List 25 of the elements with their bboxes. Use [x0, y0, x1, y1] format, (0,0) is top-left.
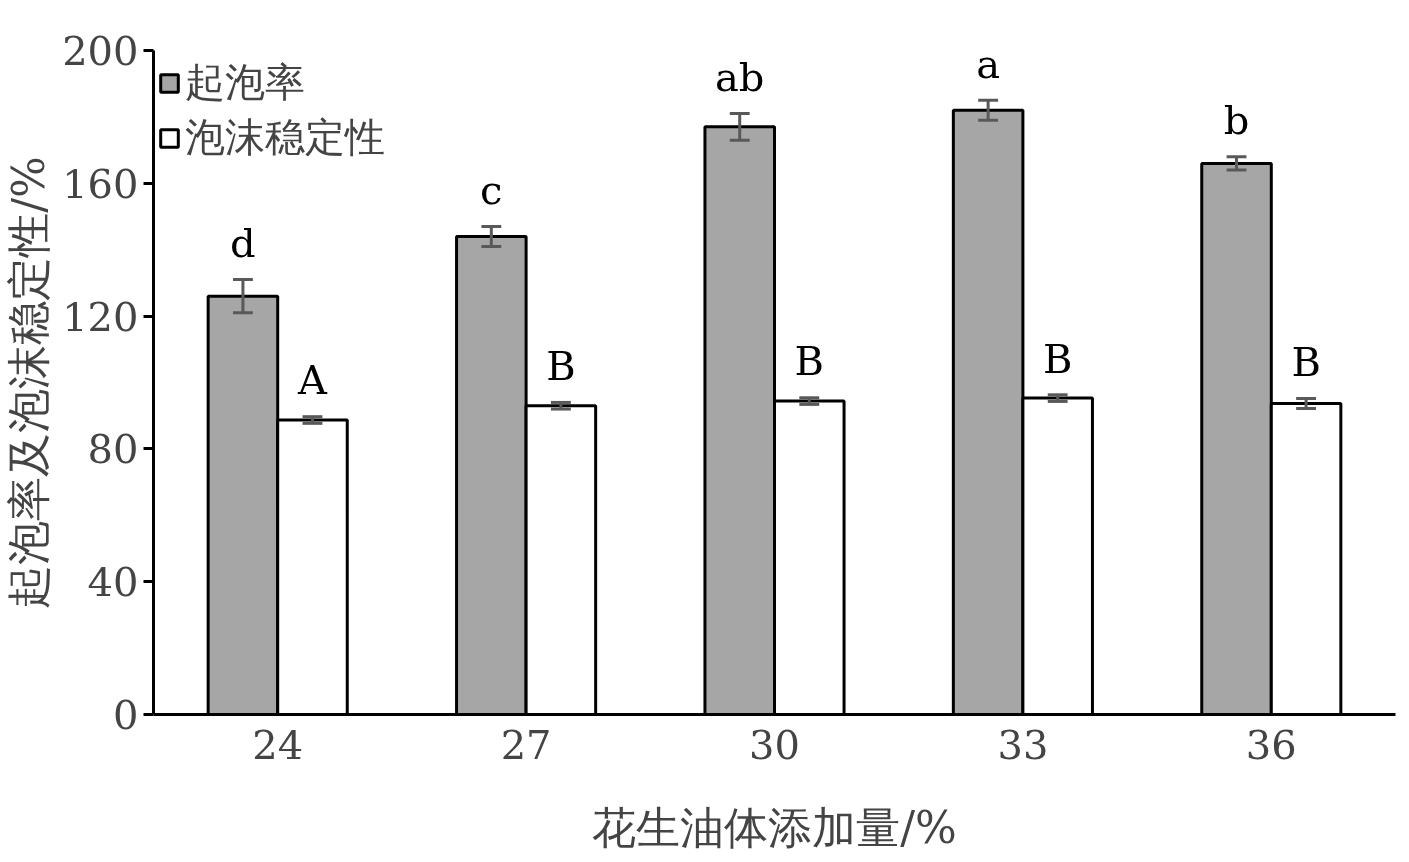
y-tick-label: 80	[87, 426, 139, 473]
x-tick-label: 24	[252, 721, 304, 768]
y-axis-title: 起泡率及泡沫稳定性/%	[3, 156, 55, 609]
y-tick-label: 120	[62, 293, 139, 340]
data-label: B	[1291, 339, 1321, 386]
data-label: B	[1042, 335, 1073, 382]
y-tick-label: 160	[62, 160, 139, 207]
data-label: B	[794, 338, 824, 385]
legend-label: 起泡率	[185, 58, 305, 107]
x-tick-label: 36	[1245, 721, 1297, 768]
x-tick-label: 33	[997, 721, 1049, 768]
y-tick-label: 40	[87, 559, 139, 606]
data-label: B	[546, 343, 576, 390]
x-tick-label: 30	[749, 721, 800, 768]
data-label: c	[480, 167, 503, 214]
y-tick-label: 200	[62, 28, 139, 74]
data-label: b	[1223, 97, 1250, 144]
data-label: ab	[715, 54, 765, 101]
legend-label: 泡沫稳定性	[185, 113, 385, 162]
data-label: A	[297, 357, 329, 404]
data-label: a	[976, 41, 1001, 88]
x-axis-title: 花生油体添加量/%	[592, 801, 957, 853]
y-tick-label: 0	[113, 692, 139, 738]
data-label: d	[230, 220, 256, 267]
x-tick-label: 27	[500, 721, 552, 768]
